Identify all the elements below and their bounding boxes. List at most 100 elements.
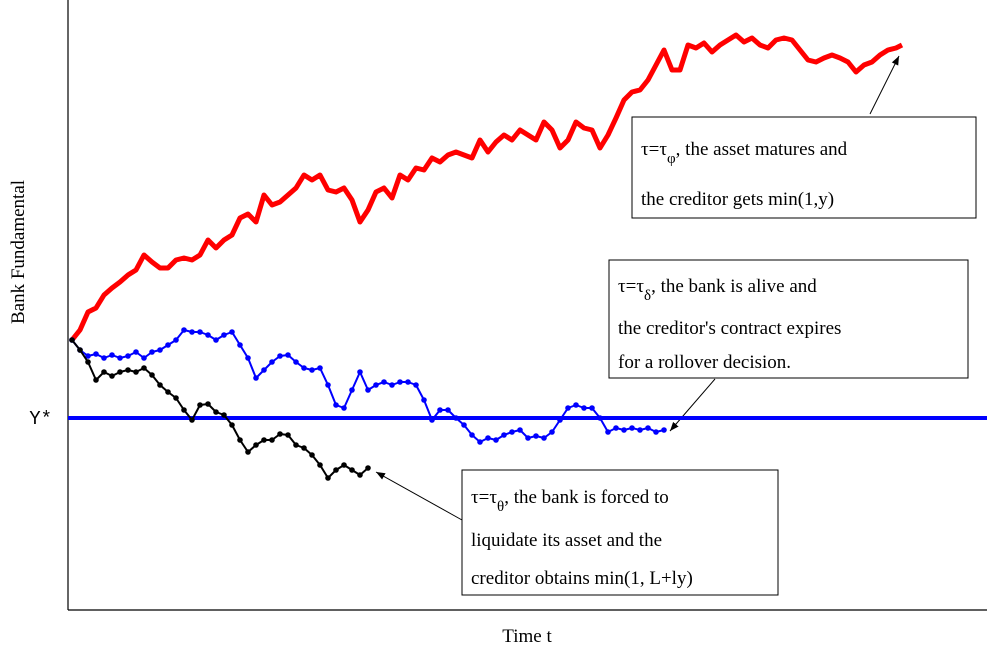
point	[93, 351, 99, 357]
point	[413, 382, 419, 388]
point	[189, 417, 195, 423]
annotation-segment: , the asset matures and	[676, 139, 848, 160]
point	[253, 442, 259, 448]
annotation-text: τ=τθ, the bank is forced to	[471, 487, 669, 515]
point	[213, 409, 219, 415]
point	[397, 379, 403, 385]
annotation-text: τ=τφ, the asset matures and	[641, 139, 848, 167]
point	[213, 337, 219, 343]
point	[333, 402, 339, 408]
point	[477, 439, 483, 445]
point	[269, 359, 275, 365]
annotation-segment: for a rollover decision.	[618, 352, 791, 373]
annotation-segment: τ=τ	[618, 276, 644, 297]
point	[565, 405, 571, 411]
point	[445, 407, 451, 413]
annotation-text: creditor obtains min(1, L+ly)	[471, 568, 693, 589]
point	[661, 427, 667, 433]
point	[125, 353, 131, 359]
point	[461, 422, 467, 428]
point	[245, 355, 251, 361]
point	[229, 329, 235, 335]
point	[525, 435, 531, 441]
point	[301, 365, 307, 371]
point	[373, 382, 379, 388]
annotation-segment: φ	[667, 151, 676, 167]
point	[269, 437, 275, 443]
point	[149, 349, 155, 355]
point	[85, 359, 91, 365]
point	[237, 437, 243, 443]
point	[109, 373, 115, 379]
point	[277, 353, 283, 359]
point	[141, 355, 147, 361]
point	[349, 387, 355, 393]
point	[501, 432, 507, 438]
point	[653, 429, 659, 435]
annotation-segment: , the bank is forced to	[504, 487, 669, 508]
point	[437, 407, 443, 413]
annotation-segment: , the bank is alive and	[651, 276, 817, 297]
point	[181, 407, 187, 413]
point	[285, 352, 291, 358]
point	[301, 445, 307, 451]
point	[221, 332, 227, 338]
point	[357, 472, 363, 478]
point	[365, 465, 371, 471]
point	[541, 435, 547, 441]
annotation-segment: liquidate its asset and the	[471, 530, 662, 551]
point	[333, 467, 339, 473]
point	[293, 442, 299, 448]
point	[245, 449, 251, 455]
point	[581, 405, 587, 411]
point	[173, 395, 179, 401]
annotation-box	[461, 469, 779, 596]
point	[645, 425, 651, 431]
point	[149, 372, 155, 378]
point	[69, 337, 75, 343]
point	[605, 429, 611, 435]
point	[573, 402, 579, 408]
point	[205, 401, 211, 407]
point	[517, 427, 523, 433]
point	[229, 422, 235, 428]
point	[133, 349, 139, 355]
point	[493, 437, 499, 443]
point	[317, 462, 323, 468]
point	[469, 432, 475, 438]
annotation-segment: θ	[497, 499, 504, 515]
point	[325, 475, 331, 481]
point	[365, 387, 371, 393]
point	[237, 342, 243, 348]
point	[317, 365, 323, 371]
point	[85, 353, 91, 359]
arrow	[375, 471, 463, 521]
arrow	[869, 55, 900, 115]
annotation-text: τ=τδ, the bank is alive and	[618, 276, 817, 304]
point	[429, 417, 435, 423]
annotation-text: liquidate its asset and the	[471, 530, 662, 551]
annotation-box	[608, 259, 969, 379]
y-tick-label: Y*	[29, 408, 52, 430]
annotation-segment: τ=τ	[641, 139, 667, 160]
point	[389, 382, 395, 388]
y-axis-label: Bank Fundamental	[8, 180, 29, 324]
series-line	[70, 32, 904, 342]
point	[253, 375, 259, 381]
annotation-segment: the creditor gets min(1,y)	[641, 189, 834, 210]
point	[133, 369, 139, 375]
point	[141, 365, 147, 371]
point	[485, 435, 491, 441]
point	[621, 427, 627, 433]
annotation-text: the creditor gets min(1,y)	[641, 189, 834, 210]
point	[509, 429, 515, 435]
point	[125, 367, 131, 373]
annotation-text: for a rollover decision.	[618, 352, 791, 373]
point	[453, 415, 459, 421]
point	[109, 352, 115, 358]
point	[77, 347, 83, 353]
point	[101, 355, 107, 361]
point	[309, 452, 315, 458]
point	[613, 425, 619, 431]
